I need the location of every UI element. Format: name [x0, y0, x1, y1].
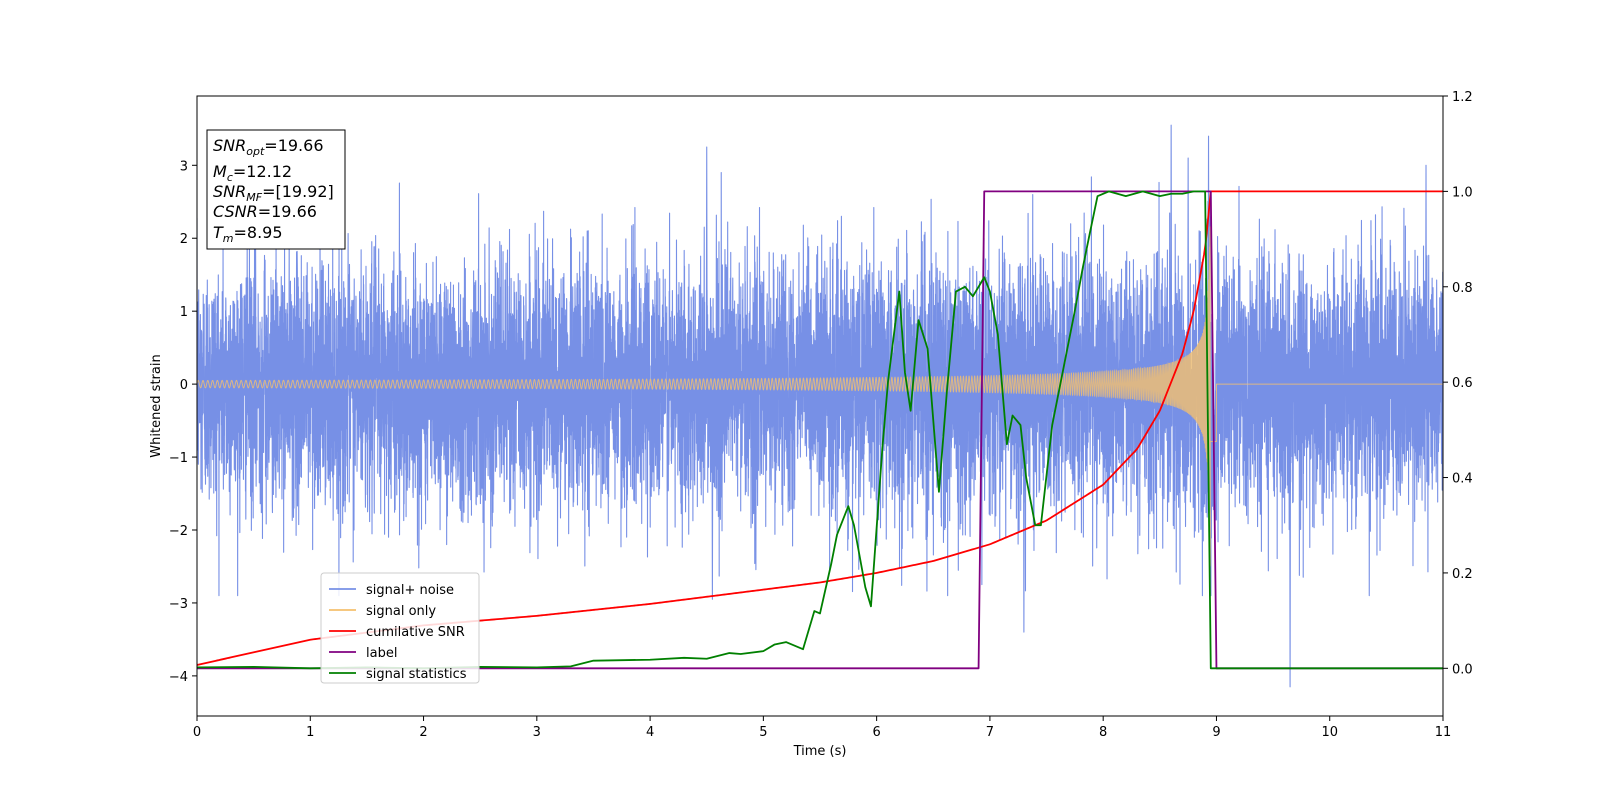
x-tick-label: 9 [1212, 725, 1220, 740]
y-tick-label: 3 [180, 159, 188, 174]
info-line: SNRopt=19.66 [213, 136, 324, 158]
legend-entry: signal only [366, 604, 436, 619]
y2-tick-label: 0.2 [1452, 567, 1473, 582]
x-tick-label: 8 [1099, 725, 1107, 740]
y-tick-label: 2 [180, 232, 188, 247]
y-tick-label: −1 [169, 451, 188, 466]
y2-tick-label: 0.4 [1452, 472, 1473, 487]
y-axis-left: 3 2 1 0 −1 −2 −3 −4 [169, 159, 197, 685]
y2-tick-label: 0.6 [1452, 376, 1473, 391]
y-axis-label: Whitened strain [149, 354, 164, 457]
y-tick-label: 1 [180, 305, 188, 320]
x-tick-label: 11 [1435, 725, 1452, 740]
x-tick-label: 6 [872, 725, 880, 740]
legend-entry: signal+ noise [366, 583, 454, 598]
plot-frame [196, 95, 1444, 717]
info-box: SNRopt=19.66 Mc=12.12SNRMF=[19.92]CSNR=19… [206, 129, 346, 250]
info-line: CSNR=19.66 [213, 202, 317, 221]
info-line: Tm=8.95 [213, 223, 283, 245]
y-tick-label: −4 [169, 670, 188, 685]
y2-tick-label: 0.0 [1452, 662, 1473, 677]
y-tick-label: −2 [169, 524, 188, 539]
signal-only-line [197, 226, 1443, 567]
signal-statistics-line [197, 190, 1443, 670]
legend-entry: label [366, 646, 397, 661]
legend-entry: cumilative SNR [366, 625, 465, 640]
y-axis-right: 1.2 1.0 0.8 0.6 0.4 0.2 0.0 [1443, 90, 1473, 677]
x-tick-label: 5 [759, 725, 767, 740]
x-tick-label: 10 [1321, 725, 1338, 740]
x-tick-label: 0 [193, 725, 201, 740]
y-tick-label: −3 [169, 597, 188, 612]
y-tick-label: 0 [180, 378, 188, 393]
x-axis: 0 1 2 3 4 5 6 7 8 9 10 11 [193, 716, 1451, 740]
legend-entry: signal statistics [366, 667, 467, 682]
x-axis-label: Time (s) [793, 744, 847, 759]
info-line: Mc=12.12 [213, 162, 292, 184]
x-tick-label: 2 [419, 725, 427, 740]
x-tick-label: 4 [646, 725, 654, 740]
y2-tick-label: 0.8 [1452, 281, 1473, 296]
legend: signal+ noise signal only cumilative SNR la… [320, 572, 480, 684]
signal-noise-line [197, 124, 1443, 688]
info-line: SNRMF=[19.92] [213, 182, 334, 204]
x-tick-label: 7 [986, 725, 994, 740]
y2-tick-label: 1.0 [1452, 185, 1473, 200]
x-tick-label: 1 [306, 725, 314, 740]
x-tick-label: 3 [533, 725, 541, 740]
y2-tick-label: 1.2 [1452, 90, 1473, 105]
